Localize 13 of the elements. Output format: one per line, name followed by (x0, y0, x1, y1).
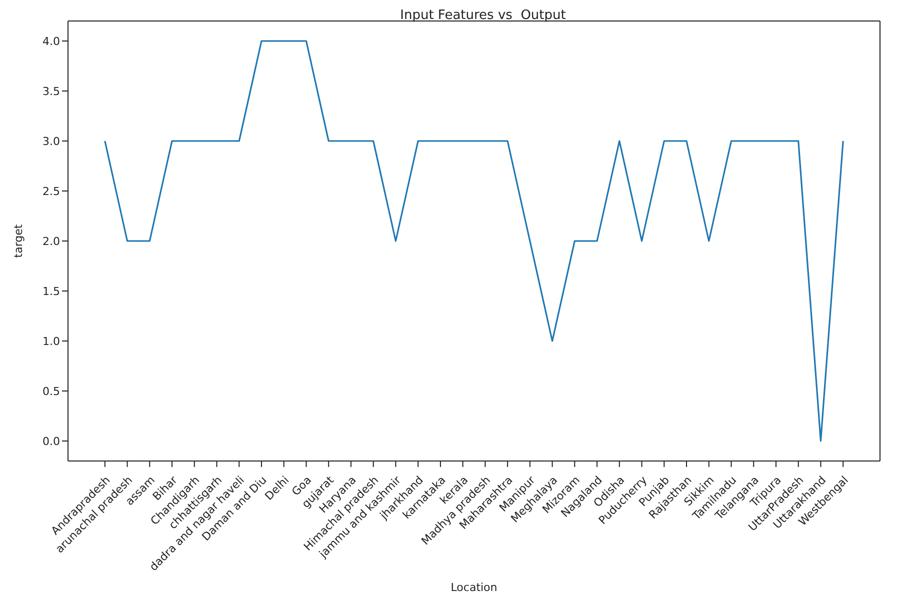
y-tick-label: 2.0 (42, 234, 60, 248)
y-tick-label: 3.0 (42, 134, 60, 148)
y-tick-label: 0.5 (42, 384, 60, 398)
y-axis-title: target (12, 224, 25, 258)
x-axis-title: Location (450, 581, 498, 594)
y-tick-label: 0.0 (42, 434, 60, 448)
y-tick-label: 1.0 (42, 334, 60, 348)
chart-title: Input Features vs Output (399, 8, 567, 23)
y-tick-label: 1.5 (42, 284, 60, 298)
y-tick-label: 4.0 (42, 34, 60, 48)
y-tick-label: 2.5 (42, 184, 60, 198)
line-series (104, 40, 844, 442)
y-tick-label: 3.5 (42, 84, 60, 98)
